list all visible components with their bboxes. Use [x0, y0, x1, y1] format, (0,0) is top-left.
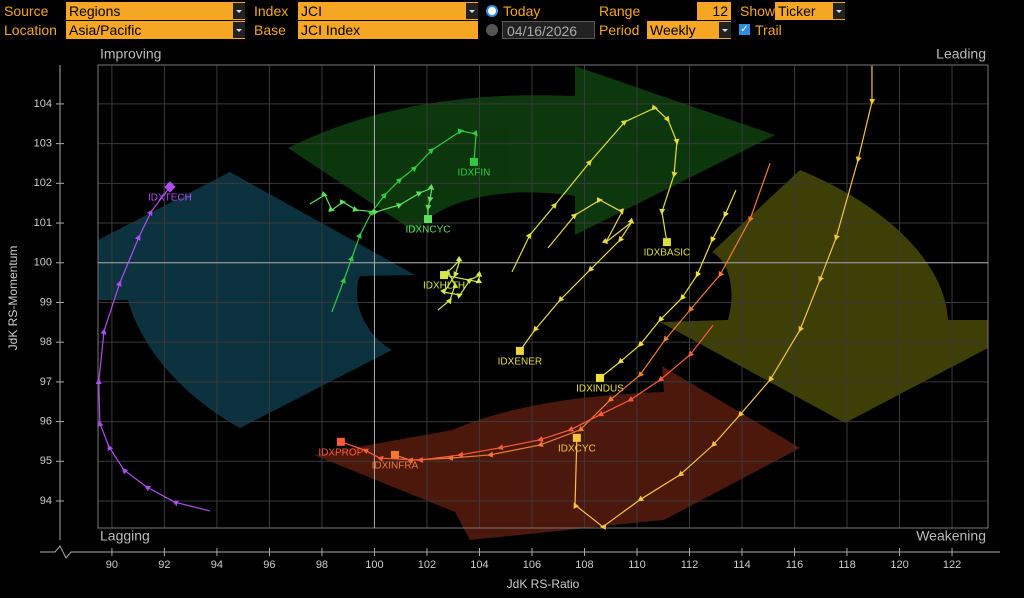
x-tick-label: 120 [890, 559, 908, 571]
y-tick-label: 102 [34, 177, 52, 189]
series-label: IDXBASIC [644, 248, 691, 259]
x-tick-label: 90 [106, 559, 118, 571]
y-tick-label: 95 [40, 455, 52, 467]
x-tick-label: 102 [418, 559, 436, 571]
quadrant-label: Lagging [100, 528, 150, 544]
series-label: IDXTECH [148, 193, 192, 204]
series-label: IDXINFRA [372, 461, 419, 472]
value: Ticker [778, 3, 816, 19]
x-tick-label: 96 [263, 559, 275, 571]
location-field[interactable]: Asia/Pacific [66, 21, 245, 39]
period-field[interactable]: Weekly [647, 21, 731, 39]
value: Asia/Pacific [69, 22, 142, 38]
x-tick-label: 106 [523, 559, 541, 571]
label: Index [254, 3, 289, 19]
y-tick-label: 99 [40, 296, 52, 308]
arrow-leading [660, 170, 988, 423]
y-tick-label: 96 [40, 415, 52, 427]
head-marker [595, 373, 604, 382]
x-axis-title: JdK RS-Ratio [507, 577, 580, 591]
series-label: IDXCYC [558, 444, 596, 455]
x-tick-label: 92 [158, 559, 170, 571]
dropdown[interactable] [833, 3, 845, 19]
y-tick-label: 100 [34, 257, 52, 269]
radio[interactable] [486, 5, 498, 17]
head-marker [572, 433, 581, 442]
dropdown[interactable] [233, 22, 245, 38]
head-marker [164, 181, 176, 193]
base-field[interactable]: JCI Index [298, 21, 478, 39]
date-field[interactable]: 04/16/2026 [502, 21, 595, 39]
y-tick-label: 98 [40, 336, 52, 348]
label: Base [254, 22, 286, 38]
x-tick-label: 98 [316, 559, 328, 571]
series-label: IDXPROP [318, 447, 363, 458]
y-tick-label: 103 [34, 138, 52, 150]
head-marker [469, 157, 478, 166]
arrow-lagging [98, 172, 415, 428]
y-tick-label: 104 [34, 98, 52, 110]
index-field[interactable]: JCI [298, 2, 478, 20]
quadrant-label: Weakening [916, 528, 986, 544]
x-tick-label: 122 [943, 559, 961, 571]
series-label: IDXHLTH [423, 281, 465, 292]
y-tick-label: 94 [40, 495, 52, 507]
series-label: IDXENER [498, 357, 542, 368]
dropdown[interactable] [466, 3, 478, 19]
dropdown[interactable] [719, 22, 731, 38]
y-tick-label: 101 [34, 217, 52, 229]
quadrant-label: Improving [100, 46, 161, 62]
head-marker [662, 238, 671, 247]
source-field[interactable]: Regions [66, 2, 245, 20]
radio[interactable] [486, 24, 498, 36]
x-tick-label: 116 [786, 559, 804, 571]
label: Show [740, 3, 776, 19]
x-tick-label: 110 [628, 559, 646, 571]
value: Regions [69, 3, 121, 19]
trail [309, 183, 435, 220]
head-marker [390, 450, 399, 459]
label: Source [4, 3, 49, 19]
quadrant-arrows [98, 66, 988, 540]
x-tick-label: 100 [365, 559, 383, 571]
value: Weekly [650, 22, 696, 38]
series-label: IDXFIN [458, 168, 491, 179]
series-label: IDXINDUS [576, 384, 624, 395]
x-tick-label: 118 [838, 559, 856, 571]
head-marker [336, 437, 345, 446]
label: Period [599, 22, 640, 38]
label: Range [599, 3, 641, 19]
y-tick-label: 97 [40, 376, 52, 388]
label: Today [503, 3, 541, 19]
label: Trail [755, 22, 782, 38]
show-field[interactable]: Ticker [775, 2, 845, 20]
x-tick-label: 104 [470, 559, 488, 571]
head-marker [440, 271, 449, 280]
trail [340, 324, 714, 463]
head-marker [515, 346, 524, 355]
value: JCI [301, 3, 322, 19]
x-tick-label: 114 [733, 559, 751, 571]
x-tick-label: 108 [575, 559, 593, 571]
dropdown[interactable] [233, 3, 245, 19]
head-marker [424, 215, 433, 224]
trail [573, 65, 876, 530]
trail [95, 186, 210, 512]
y-axis-title: JdK RS-Momentum [6, 246, 20, 351]
x-tick-label: 112 [681, 559, 699, 571]
quadrant-label: Leading [936, 46, 986, 62]
label: Location [4, 22, 57, 38]
x-axis-line [40, 545, 1000, 559]
series-label: IDXNCYC [406, 225, 451, 236]
x-tick-label: 94 [211, 559, 223, 571]
checkbox[interactable]: ✓ [739, 24, 750, 35]
range-field[interactable]: 12 [697, 2, 731, 20]
